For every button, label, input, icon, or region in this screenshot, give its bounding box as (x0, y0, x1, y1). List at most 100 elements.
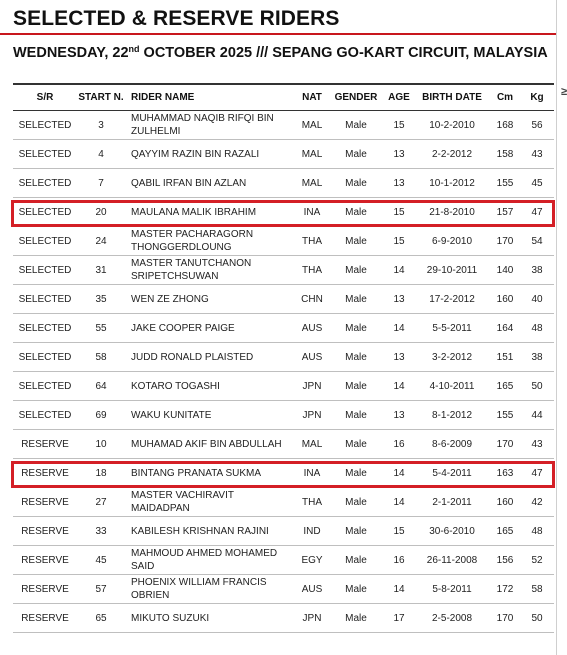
rider-start-number: 3 (98, 119, 104, 131)
header-gender: GENDER (334, 92, 378, 103)
rider-birth-date: 21-8-2010 (429, 206, 475, 218)
rider-birth-date: 2-2-2012 (431, 148, 473, 160)
table-row: SELECTED 69 WAKU KUNITATE JPN Male 13 8-1-2012… (13, 401, 554, 430)
table-top-rule (13, 83, 554, 85)
rider-start-number: 57 (95, 583, 107, 595)
rider-start-number: 7 (98, 177, 104, 189)
rider-height-cm: 157 (496, 206, 514, 218)
rider-weight-kg: 50 (531, 612, 543, 624)
rider-birth-date: 3-2-2012 (431, 351, 473, 363)
rider-start-number: 4 (98, 148, 104, 160)
rider-gender: Male (345, 525, 367, 537)
table-row: RESERVE 45 MAHMOUD AHMED MOHAMED SAID EGY Ma… (13, 546, 554, 575)
rider-sr: SELECTED (18, 322, 72, 334)
rider-height-cm: 170 (496, 235, 514, 247)
rider-height-cm: 158 (496, 148, 514, 160)
rider-weight-kg: 54 (531, 235, 543, 247)
table-row: SELECTED 31 MASTER TANUTCHANON SRIPETCHSUW… (13, 256, 554, 285)
header-kg: Kg (530, 92, 544, 103)
rider-birth-date: 4-10-2011 (429, 380, 475, 392)
rider-age: 17 (393, 612, 405, 624)
rider-birth-date: 2-1-2011 (432, 496, 472, 508)
rider-name: MUHAMAD AKIF BIN ABDULLAH (131, 438, 282, 450)
rider-weight-kg: 50 (531, 380, 543, 392)
table-row: RESERVE 10 MUHAMAD AKIF BIN ABDULLAH MAL Mal… (13, 430, 554, 459)
rider-gender: Male (345, 206, 367, 218)
rider-name: QABIL IRFAN BIN AZLAN (131, 177, 247, 189)
rider-name: JAKE COOPER PAIGE (131, 322, 235, 334)
rider-weight-kg: 47 (531, 467, 543, 479)
rider-age: 13 (393, 409, 405, 421)
rider-nat: JPN (302, 380, 322, 392)
rider-gender: Male (345, 148, 367, 160)
rider-age: 16 (393, 438, 405, 450)
rider-age: 14 (393, 583, 405, 595)
rider-gender: Male (345, 351, 367, 363)
rider-start-number: 33 (95, 525, 107, 537)
rider-height-cm: 155 (496, 177, 514, 189)
rider-start-number: 20 (95, 206, 107, 218)
rider-height-cm: 155 (496, 409, 514, 421)
rider-birth-date: 8-1-2012 (431, 409, 473, 421)
rider-nat: CHN (301, 293, 323, 305)
rider-gender: Male (345, 380, 367, 392)
rider-height-cm: 140 (496, 264, 514, 276)
rider-height-cm: 165 (496, 525, 514, 537)
rider-birth-date: 5-8-2011 (432, 583, 472, 595)
rider-sr: SELECTED (18, 235, 72, 247)
table-row: SELECTED 64 KOTARO TOGASHI JPN Male 14 4-10-20… (13, 372, 554, 401)
rider-sr: RESERVE (21, 525, 69, 537)
rider-name: MAHMOUD AHMED MOHAMED SAID (131, 548, 278, 572)
rider-name: PHOENIX WILLIAM FRANCIS OBRIEN (131, 577, 267, 601)
rider-sr: RESERVE (21, 583, 69, 595)
rider-age: 13 (393, 293, 405, 305)
rider-birth-date: 5-4-2011 (432, 467, 472, 479)
rider-nat: THA (302, 235, 322, 247)
rider-age: 13 (393, 148, 405, 160)
rider-name: WAKU KUNITATE (131, 409, 212, 421)
rider-start-number: 55 (95, 322, 107, 334)
table-row: SELECTED 35 WEN ZE ZHONG CHN Male 13 17-2-2012… (13, 285, 554, 314)
rider-gender: Male (345, 322, 367, 334)
table-row: RESERVE 27 MASTER VACHIRAVIT MAIDADPAN THA M… (13, 488, 554, 517)
rider-nat: AUS (301, 351, 323, 363)
event-subtitle: WEDNESDAY, 22nd OCTOBER 2025 /// SEPANG … (13, 44, 548, 61)
rider-name: QAYYIM RAZIN BIN RAZALI (131, 148, 260, 160)
rider-nat: INA (303, 206, 321, 218)
rider-sr: SELECTED (18, 148, 72, 160)
rider-nat: MAL (301, 119, 323, 131)
rider-birth-date: 2-5-2008 (431, 612, 473, 624)
rider-sr: RESERVE (21, 467, 69, 479)
rider-sr: RESERVE (21, 554, 69, 566)
rider-height-cm: 172 (496, 583, 514, 595)
rider-nat: THA (302, 264, 322, 276)
rider-gender: Male (345, 119, 367, 131)
rider-weight-kg: 43 (531, 148, 543, 160)
table-row: SELECTED 55 JAKE COOPER PAIGE AUS Male 14 5-5-… (13, 314, 554, 343)
rider-age: 13 (393, 351, 405, 363)
table-row: RESERVE 33 KABILESH KRISHNAN RAJINI IND Male… (13, 517, 554, 546)
rider-start-number: 58 (95, 351, 107, 363)
rider-weight-kg: 48 (531, 322, 543, 334)
rider-sr: RESERVE (21, 612, 69, 624)
rider-sr: RESERVE (21, 438, 69, 450)
rider-gender: Male (345, 612, 367, 624)
rider-nat: MAL (301, 177, 323, 189)
header-age: AGE (388, 92, 410, 103)
rider-gender: Male (345, 496, 367, 508)
table-row: SELECTED 58 JUDD RONALD PLAISTED AUS Male 13 3… (13, 343, 554, 372)
rider-nat: EGY (301, 554, 323, 566)
rider-weight-kg: 38 (531, 264, 543, 276)
side-glyph: ≥ (561, 86, 567, 98)
rider-height-cm: 165 (496, 380, 514, 392)
rider-weight-kg: 45 (531, 177, 543, 189)
table-row: RESERVE 57 PHOENIX WILLIAM FRANCIS OBRIEN A… (13, 575, 554, 604)
rider-gender: Male (345, 235, 367, 247)
rider-start-number: 24 (95, 235, 107, 247)
rider-sr: SELECTED (18, 409, 72, 421)
rider-sr: RESERVE (21, 496, 69, 508)
table-row: SELECTED 24 MASTER PACHARAGORN THONGGERDLO… (13, 227, 554, 256)
rider-nat: THA (302, 496, 322, 508)
header-cm: Cm (496, 92, 514, 103)
rider-age: 15 (393, 206, 405, 218)
